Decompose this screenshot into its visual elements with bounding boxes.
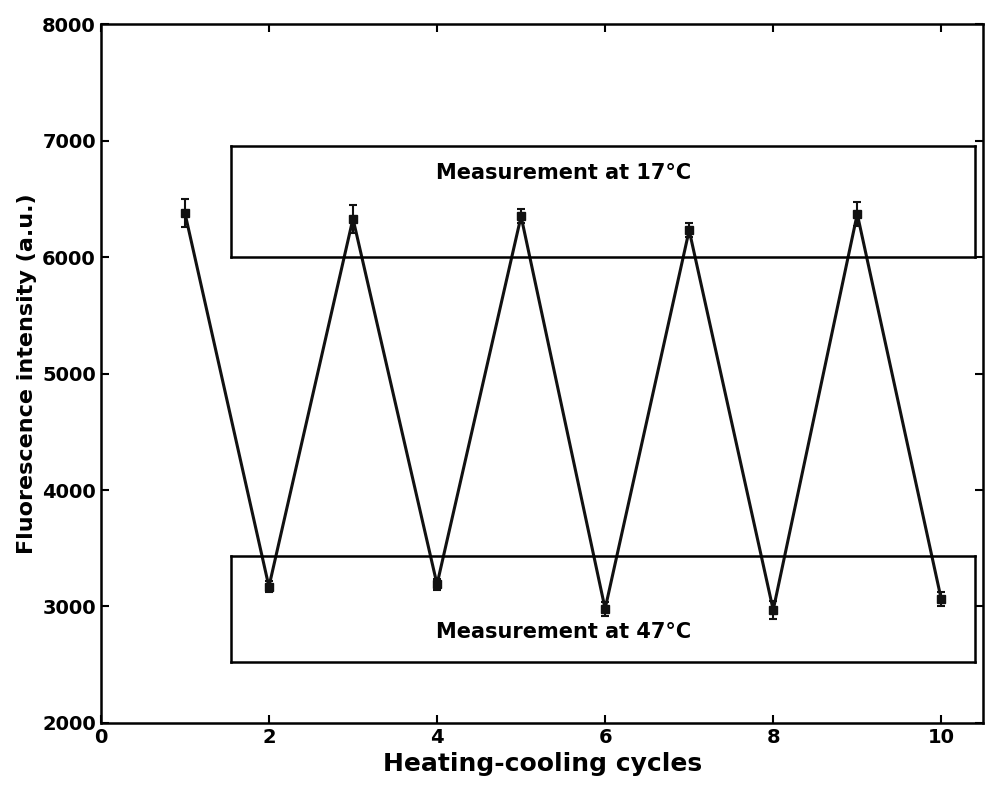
Text: Measurement at 47°C: Measurement at 47°C [436,622,691,642]
X-axis label: Heating-cooling cycles: Heating-cooling cycles [383,753,702,776]
Y-axis label: Fluorescence intensity (a.u.): Fluorescence intensity (a.u.) [17,193,37,554]
Text: Measurement at 17°C: Measurement at 17°C [436,163,691,183]
